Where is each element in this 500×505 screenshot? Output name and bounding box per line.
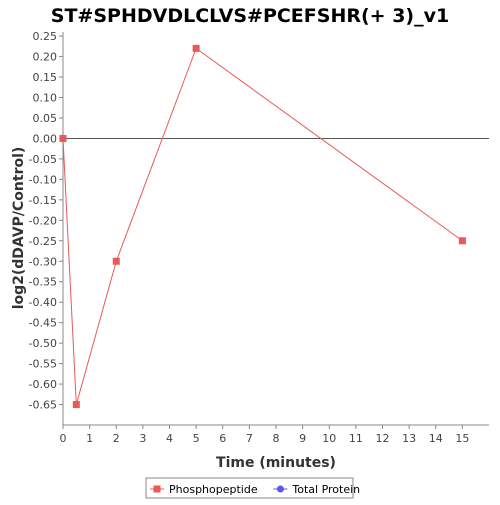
legend-items: Phosphopeptide Total Protein <box>150 483 360 496</box>
y-axis-ticks: 0.25 0.20 0.15 0.10 0.05 0.00 -0.05 -0.10 -0.15 -… <box>29 30 63 412</box>
y-tick-label: -0.30 <box>29 255 57 268</box>
y-tick-label: 0.05 <box>33 112 58 125</box>
chart-title: ST#SPHDVDLCLVS#PCEFSHR(+ 3)_v1 <box>51 5 449 27</box>
x-tick-label: 1 <box>86 432 93 445</box>
series-layer <box>59 44 466 409</box>
y-tick-label: -0.10 <box>29 173 57 186</box>
x-axis-ticks: 0 1 2 3 4 5 6 7 8 9 10 11 12 13 14 15 <box>60 425 469 445</box>
y-tick-label: 0.00 <box>33 132 58 145</box>
y-tick-label: -0.20 <box>29 214 57 227</box>
data-point <box>72 401 80 409</box>
legend-swatch-marker <box>153 485 161 493</box>
x-tick-label: 14 <box>429 432 443 445</box>
y-tick-label: 0.10 <box>33 92 58 105</box>
y-axis-title: log2(dDAVP/Control) <box>11 147 27 310</box>
y-tick-label: 0.20 <box>33 51 58 64</box>
data-point <box>192 44 200 52</box>
y-tick-label: -0.50 <box>29 337 57 350</box>
legend: Phosphopeptide Total Protein <box>145 477 360 499</box>
y-tick-label: -0.55 <box>29 358 57 371</box>
legend-swatch-marker <box>276 485 284 493</box>
y-tick-label: -0.60 <box>29 378 57 391</box>
y-tick-label: -0.15 <box>29 194 57 207</box>
x-tick-label: 15 <box>455 432 469 445</box>
x-tick-label: 8 <box>273 432 280 445</box>
x-tick-label: 2 <box>113 432 120 445</box>
x-tick-label: 12 <box>376 432 390 445</box>
x-tick-label: 7 <box>246 432 253 445</box>
y-tick-label: 0.15 <box>33 71 58 84</box>
y-tick-label: -0.40 <box>29 296 57 309</box>
y-tick-label: -0.25 <box>29 235 57 248</box>
data-point <box>112 257 120 265</box>
legend-label: Total Protein <box>291 483 360 496</box>
x-tick-label: 9 <box>299 432 306 445</box>
data-point <box>458 237 466 245</box>
x-tick-label: 10 <box>322 432 336 445</box>
legend-box <box>145 477 354 499</box>
y-tick-label: -0.05 <box>29 153 57 166</box>
x-tick-label: 13 <box>402 432 416 445</box>
y-tick-label: -0.65 <box>29 399 57 412</box>
x-tick-label: 4 <box>166 432 173 445</box>
legend-label: Phosphopeptide <box>169 483 258 496</box>
data-point <box>59 134 67 142</box>
x-tick-label: 5 <box>193 432 200 445</box>
y-tick-label: 0.25 <box>33 30 58 43</box>
y-tick-label: -0.35 <box>29 276 57 289</box>
y-tick-label: -0.45 <box>29 317 57 330</box>
x-tick-label: 3 <box>139 432 146 445</box>
x-tick-label: 6 <box>219 432 226 445</box>
x-tick-label: 0 <box>60 432 67 445</box>
plot-area <box>63 32 489 425</box>
x-axis-title: Time (minutes) <box>216 455 336 471</box>
x-tick-label: 11 <box>349 432 363 445</box>
